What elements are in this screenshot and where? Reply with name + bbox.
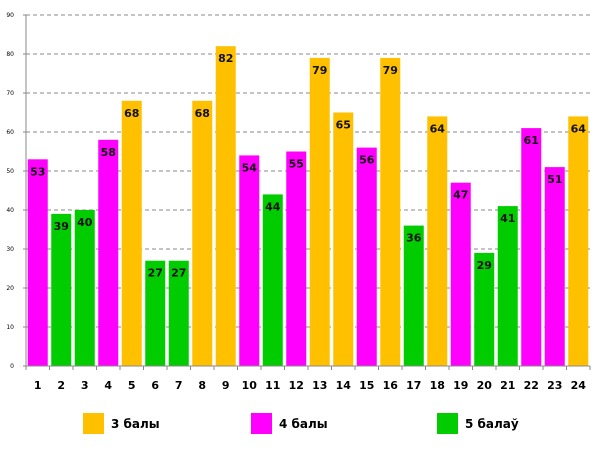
x-tick-label: 21: [500, 379, 515, 392]
data-label: 58: [101, 146, 116, 159]
data-label: 27: [171, 267, 186, 280]
data-label: 56: [359, 154, 375, 167]
x-tick-label: 20: [477, 379, 493, 392]
bar: [333, 112, 354, 366]
y-tick-label: 40: [6, 207, 14, 214]
data-label: 40: [77, 216, 93, 229]
data-label: 82: [218, 52, 233, 65]
x-tick-label: 9: [222, 379, 230, 392]
y-tick-label: 50: [6, 168, 14, 175]
data-label: 64: [571, 122, 587, 135]
x-tick-label: 2: [57, 379, 65, 392]
x-tick-label: 18: [430, 379, 445, 392]
x-tick-label: 11: [265, 379, 280, 392]
x-tick-label: 4: [104, 379, 112, 392]
bar: [380, 57, 401, 367]
x-tick-label: 10: [242, 379, 258, 392]
bar: [450, 182, 471, 366]
data-label: 61: [524, 134, 539, 147]
data-label: 29: [477, 259, 492, 272]
bar: [521, 128, 542, 366]
x-tick-label: 16: [383, 379, 399, 392]
legend-label: 4 балы: [279, 417, 328, 431]
data-label: 27: [148, 267, 163, 280]
bar: [215, 46, 236, 366]
data-label: 55: [289, 158, 304, 171]
bar: [192, 100, 213, 367]
bar: [239, 155, 260, 366]
y-tick-label: 80: [6, 51, 14, 58]
y-tick-label: 30: [6, 246, 14, 253]
x-tick-label: 1: [34, 379, 42, 392]
data-label: 68: [124, 107, 139, 120]
x-tick-label: 22: [524, 379, 539, 392]
data-label: 54: [242, 161, 258, 174]
bar: [74, 210, 95, 366]
y-tick-label: 60: [6, 129, 14, 136]
legend-swatch: [251, 413, 272, 434]
y-tick-label: 90: [6, 12, 14, 19]
bar: [427, 116, 448, 367]
y-tick-label: 0: [10, 363, 14, 370]
bar: [51, 213, 72, 366]
x-tick-label: 13: [312, 379, 327, 392]
legend-label: 5 балаў: [465, 417, 519, 431]
x-tick-label: 3: [81, 379, 89, 392]
data-label: 65: [336, 119, 351, 132]
bar: [98, 139, 119, 366]
bar: [568, 116, 589, 367]
x-tick-label: 5: [128, 379, 136, 392]
bar: [356, 147, 377, 366]
legend-label: 3 балы: [111, 417, 160, 431]
x-tick-label: 6: [151, 379, 159, 392]
bar: [403, 225, 424, 366]
bar: [309, 57, 330, 367]
y-tick-label: 70: [6, 90, 14, 97]
bar: [145, 260, 166, 366]
x-tick-label: 24: [571, 379, 587, 392]
bar: [497, 206, 518, 366]
bar: [168, 260, 189, 366]
x-tick-label: 7: [175, 379, 183, 392]
legend-swatch: [437, 413, 458, 434]
data-label: 41: [500, 212, 515, 225]
x-tick-label: 14: [336, 379, 352, 392]
y-tick-label: 20: [6, 285, 14, 292]
bar: [544, 167, 565, 366]
data-label: 47: [453, 189, 468, 202]
data-label: 51: [547, 173, 562, 186]
bar: [474, 252, 495, 366]
legend-swatch: [83, 413, 104, 434]
x-tick-label: 19: [453, 379, 468, 392]
data-label: 79: [383, 64, 398, 77]
x-tick-label: 23: [547, 379, 562, 392]
data-label: 68: [195, 107, 210, 120]
bar: [262, 194, 283, 366]
x-tick-label: 12: [289, 379, 304, 392]
data-label: 39: [54, 220, 69, 233]
bar: [121, 100, 142, 367]
data-label: 44: [265, 200, 281, 213]
x-tick-label: 17: [406, 379, 421, 392]
data-label: 64: [430, 122, 446, 135]
data-label: 36: [406, 232, 422, 245]
y-tick-label: 10: [6, 324, 14, 331]
data-label: 79: [312, 64, 327, 77]
x-tick-label: 15: [359, 379, 374, 392]
data-label: 53: [30, 165, 45, 178]
bar: [27, 159, 48, 366]
bar: [286, 151, 307, 366]
x-tick-label: 8: [198, 379, 206, 392]
